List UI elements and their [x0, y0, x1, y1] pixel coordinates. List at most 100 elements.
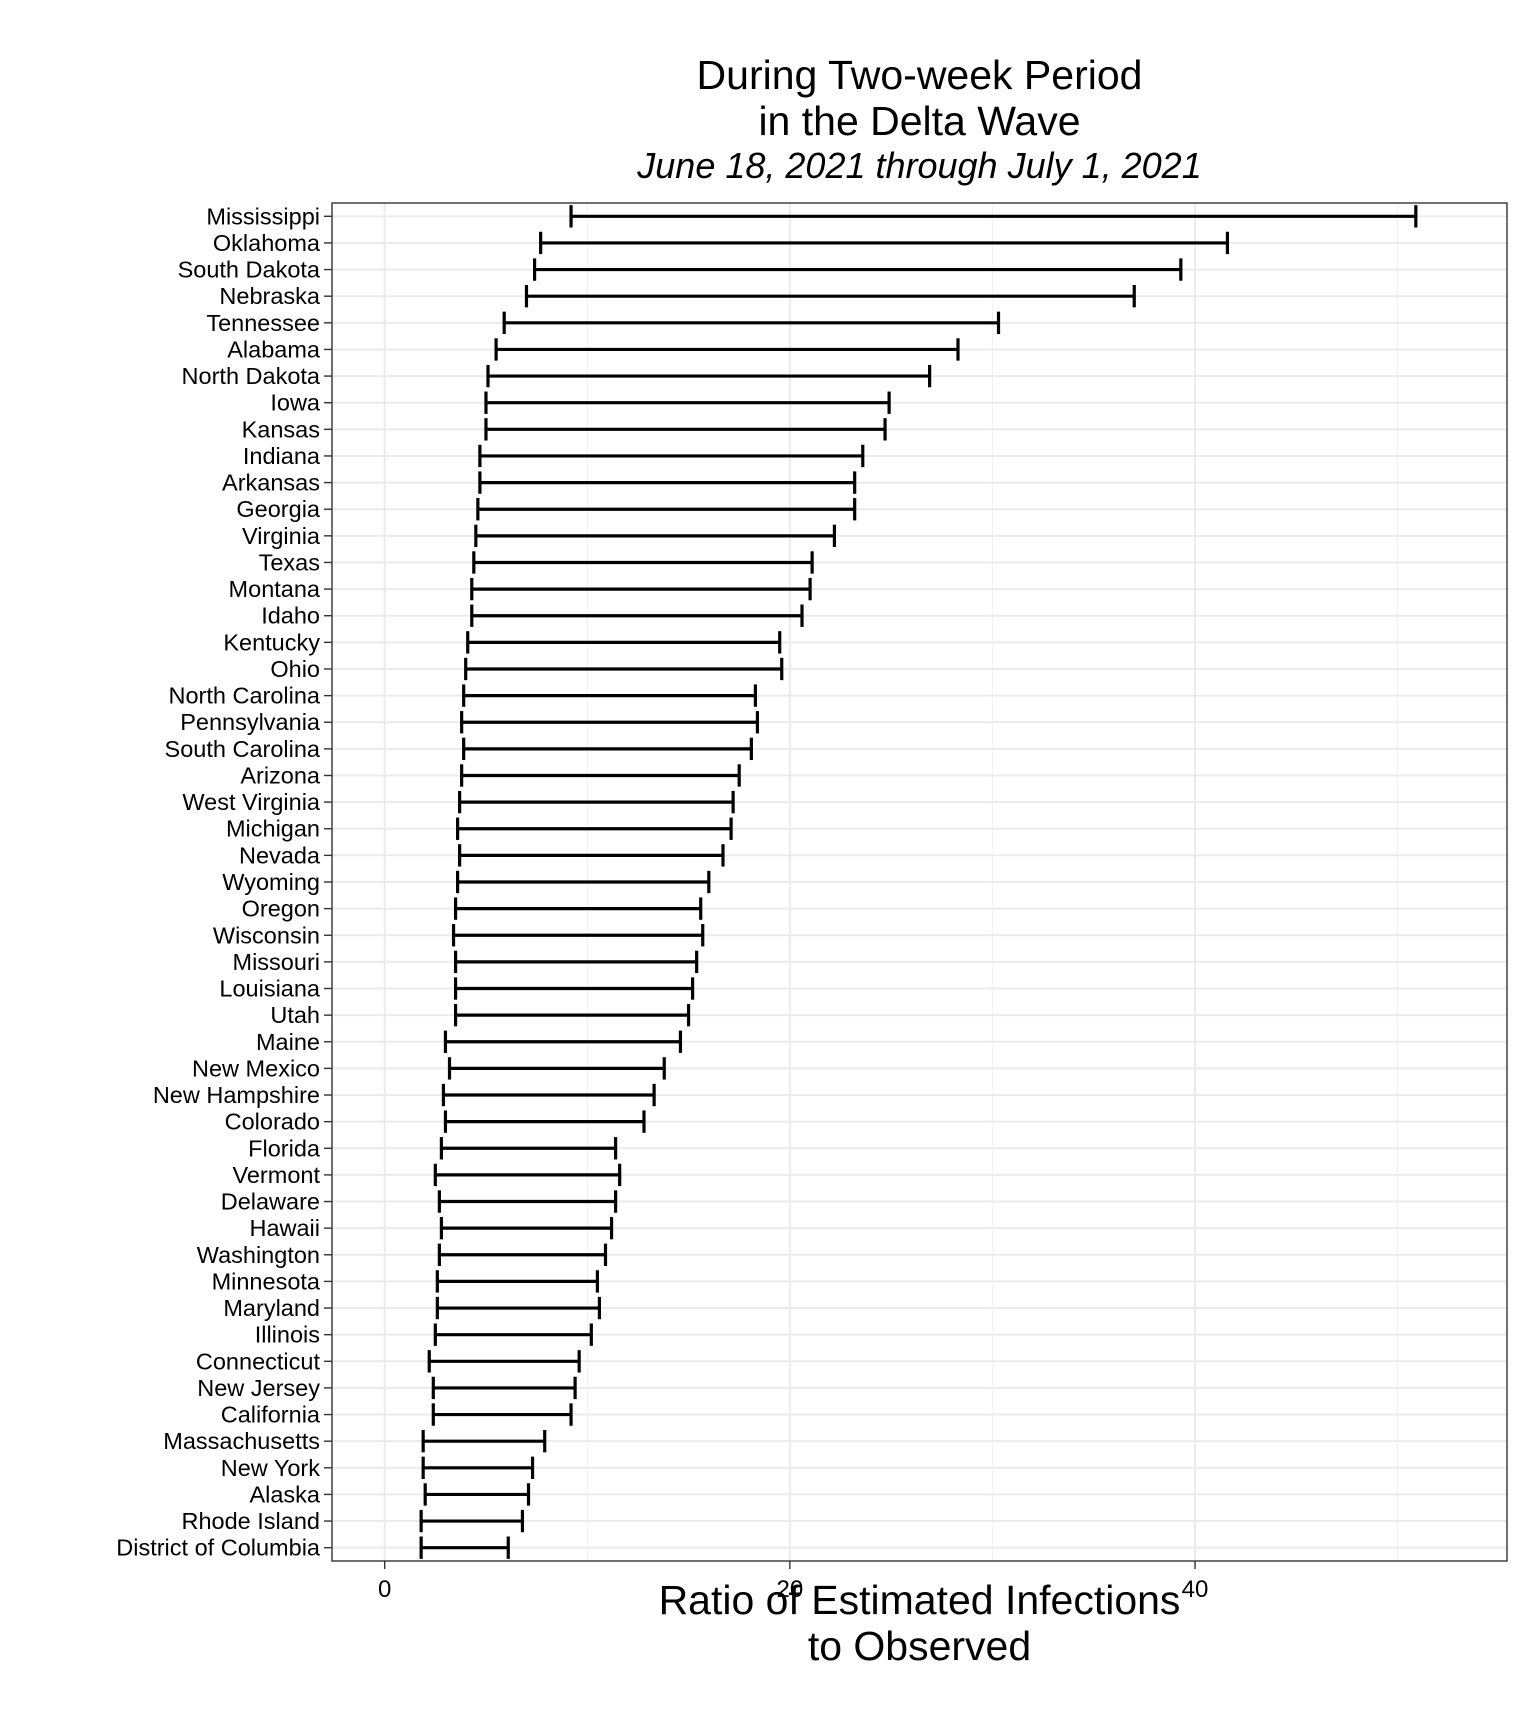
y-tick-label: Louisiana — [219, 976, 321, 1002]
y-tick-label: New York — [221, 1455, 321, 1481]
error-bar-nevada — [458, 844, 725, 867]
y-tick-label: Arkansas — [222, 470, 320, 496]
error-bar-tennessee — [502, 311, 1001, 335]
error-bar-colorado — [443, 1110, 646, 1133]
error-bar-louisiana — [453, 977, 695, 1000]
error-bar-arkansas — [478, 471, 857, 494]
y-tick-label: Nevada — [239, 842, 321, 868]
y-tick-label: Alabama — [227, 336, 321, 362]
y-tick-label: Alaska — [249, 1481, 320, 1507]
error-bar-delaware — [437, 1190, 618, 1213]
error-bar-maine — [443, 1030, 683, 1053]
error-bar-wisconsin — [451, 924, 705, 947]
y-tick-label: Connecticut — [196, 1348, 321, 1374]
error-bar-massachusetts — [421, 1429, 547, 1453]
error-bar-texas — [472, 551, 814, 574]
y-tick-label: Kansas — [242, 416, 320, 442]
y-tick-label: Ohio — [270, 656, 320, 682]
error-bar-pennsylvania — [460, 711, 760, 734]
y-tick-label: District of Columbia — [116, 1535, 321, 1561]
y-tick-label: Mississippi — [206, 203, 320, 229]
error-bar-new-mexico — [447, 1057, 666, 1080]
y-tick-label: Oregon — [242, 896, 320, 922]
error-bar-michigan — [456, 817, 733, 840]
y-tick-label: Arizona — [240, 762, 321, 788]
error-bar-district-of-columbia — [419, 1536, 510, 1559]
error-bar-west-virginia — [458, 790, 735, 814]
error-bar-north-carolina — [462, 684, 758, 707]
y-tick-label: Maryland — [223, 1295, 320, 1321]
y-tick-label: Florida — [248, 1135, 321, 1161]
error-bar-vermont — [433, 1163, 622, 1187]
error-bar-alabama — [494, 338, 960, 361]
y-tick-label: Washington — [197, 1242, 320, 1268]
error-bar-arizona — [460, 764, 741, 787]
error-bar-missouri — [453, 950, 699, 974]
y-tick-label: Nebraska — [219, 283, 321, 309]
y-tick-label: Maine — [256, 1029, 320, 1055]
y-tick-label: Missouri — [233, 949, 320, 975]
error-bar-washington — [437, 1243, 608, 1266]
error-bar-utah — [453, 1003, 691, 1027]
y-tick-label: Vermont — [232, 1162, 320, 1188]
error-bar-mississippi — [569, 205, 1418, 228]
y-tick-label: Iowa — [270, 390, 321, 416]
error-bar-indiana — [478, 444, 865, 468]
x-tick-label: 40 — [1182, 1576, 1209, 1603]
y-tick-label: Minnesota — [212, 1268, 321, 1294]
y-tick-label: South Dakota — [178, 257, 321, 283]
error-bar-virginia — [474, 524, 837, 548]
y-tick-label: Illinois — [255, 1322, 320, 1348]
y-tick-label: New Hampshire — [153, 1082, 320, 1108]
error-bar-minnesota — [435, 1270, 599, 1293]
y-tick-label: Colorado — [225, 1109, 320, 1135]
error-bar-hawaii — [439, 1216, 614, 1240]
error-bar-north-dakota — [486, 364, 932, 388]
error-bar-south-carolina — [462, 737, 753, 761]
y-tick-label: Wisconsin — [213, 922, 320, 948]
error-bar-oklahoma — [539, 231, 1230, 255]
error-bar-rhode-island — [419, 1509, 525, 1533]
error-bar-new-york — [421, 1456, 535, 1479]
error-bar-georgia — [476, 498, 857, 521]
y-tick-label: Virginia — [242, 523, 321, 549]
y-tick-label: Montana — [229, 576, 321, 602]
error-bar-florida — [439, 1137, 618, 1160]
error-bar-montana — [470, 577, 812, 601]
x-axis-title-line-2: to Observed — [807, 1623, 1032, 1669]
y-tick-label: Indiana — [243, 443, 321, 469]
x-tick-label: 0 — [378, 1576, 391, 1603]
error-bar-south-dakota — [532, 258, 1183, 281]
error-bar-illinois — [433, 1323, 593, 1346]
error-bar-oregon — [453, 897, 703, 920]
chart-title-line-2: in the Delta Wave — [758, 98, 1081, 144]
y-tick-label: New Mexico — [192, 1055, 320, 1081]
error-bar-connecticut — [427, 1350, 581, 1373]
y-tick-label: Pennsylvania — [180, 709, 321, 735]
y-tick-label: North Dakota — [182, 363, 321, 389]
error-bar-wyoming — [456, 870, 711, 894]
error-bar-iowa — [484, 391, 891, 414]
y-tick-label: Kentucky — [223, 629, 320, 655]
chart-subtitle: June 18, 2021 through July 1, 2021 — [637, 145, 1202, 186]
error-bar-nebraska — [524, 285, 1136, 308]
y-tick-label: Rhode Island — [182, 1508, 321, 1534]
y-tick-label: North Carolina — [168, 683, 320, 709]
y-tick-label: Idaho — [261, 603, 320, 629]
y-tick-label: Georgia — [236, 496, 321, 522]
x-axis: 0 20 40 — [378, 1561, 1208, 1603]
y-tick-label: Michigan — [226, 816, 320, 842]
error-bar-new-hampshire — [441, 1083, 656, 1107]
error-bar-california — [431, 1403, 573, 1426]
y-tick-label: Massachusetts — [163, 1428, 320, 1454]
y-tick-label: Oklahoma — [213, 230, 321, 256]
x-tick-label: 20 — [776, 1576, 803, 1603]
chart-title-line-1: During Two-week Period — [696, 52, 1143, 98]
y-tick-label: Tennessee — [206, 310, 320, 336]
y-tick-label: California — [221, 1402, 321, 1428]
y-tick-label: Utah — [270, 1002, 320, 1028]
y-tick-label: New Jersey — [197, 1375, 320, 1401]
error-bars-layer — [419, 205, 1418, 1559]
